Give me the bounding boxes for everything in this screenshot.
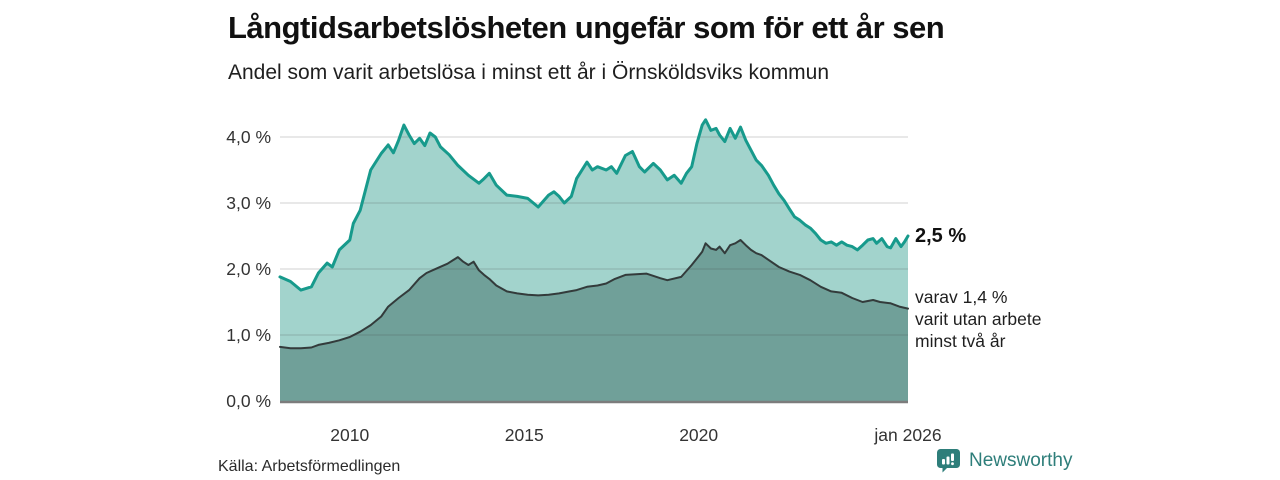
y-tick-label-2,0 %: 2,0 % [226,259,271,279]
annotation-subset-line-2: varit utan arbete [915,309,1042,329]
x-tick-label-jan 2026: jan 2026 [873,425,941,445]
page-subtitle: Andel som varit arbetslösa i minst ett å… [228,61,830,84]
line-series-2 [279,239,909,350]
x-tick-label-2020: 2020 [679,425,718,445]
line-series-1 [278,118,910,292]
brand-logo: Newsworthy [936,448,1072,474]
source-note: Källa: Arbetsförmedlingen [218,458,401,475]
brand-name: Newsworthy [969,450,1073,471]
annotation-subset-label: varav 1,4 % varit utan arbete minst två … [915,286,1041,352]
annotation-latest-total-value: 2,5 % [915,225,967,247]
area-fill-series-2 [280,240,908,401]
y-tick-label-4,0 %: 4,0 % [226,127,271,147]
annotation-subset-line-1: varav 1,4 % [915,287,1008,307]
y-tick-label-0,0 %: 0,0 % [226,391,271,411]
x-tick-label-2015: 2015 [505,425,544,445]
x-tick-label-2010: 2010 [330,425,369,445]
newsworthy-chart-bubble-icon [936,448,961,474]
y-tick-label-3,0 %: 3,0 % [226,193,271,213]
page-title: Långtidsarbetslösheten ungefär som för e… [228,10,945,45]
y-tick-label-1,0 %: 1,0 % [226,325,271,345]
annotation-subset-line-3: minst två år [915,331,1006,351]
